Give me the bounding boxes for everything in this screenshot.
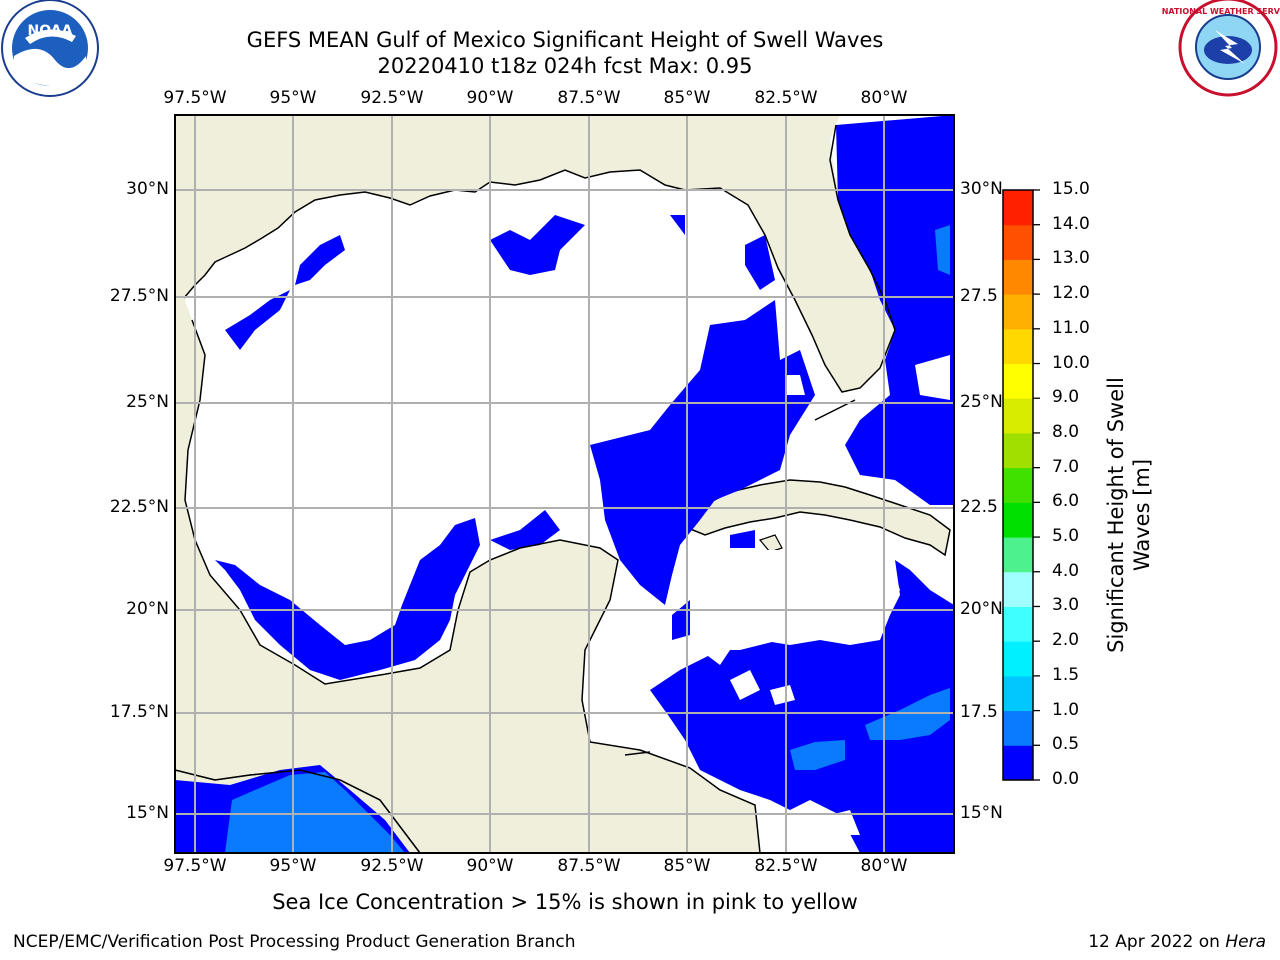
caribbean-islands bbox=[758, 534, 783, 553]
colorbar-label-line2: Waves [m] bbox=[1130, 458, 1154, 572]
lon-tick-bottom: 82.5°W bbox=[754, 856, 818, 876]
noaa-logo-text: NOAA bbox=[28, 23, 73, 39]
lon-tick-bottom: 97.5°W bbox=[163, 856, 227, 876]
colorbar-frame bbox=[1002, 189, 1034, 781]
colorbar-tick-label: 13.0 bbox=[1052, 248, 1090, 269]
colorbar-tick-label: 0.0 bbox=[1052, 769, 1080, 789]
colorbar-segment bbox=[1003, 467, 1033, 503]
colorbar-tick-label: 9.0 bbox=[1052, 387, 1080, 408]
lat-tick-left: 27.5°N bbox=[109, 286, 169, 306]
colorbar-segment bbox=[1003, 190, 1033, 226]
lat-tick-left: 30°N bbox=[126, 179, 169, 199]
coastlines bbox=[175, 124, 896, 853]
colorbar-segment bbox=[1003, 432, 1033, 469]
footer-host: Hera bbox=[1225, 932, 1266, 952]
colorbar-tick-label: 11.0 bbox=[1052, 317, 1090, 338]
lat-tick-right: 22.5 bbox=[960, 497, 998, 517]
colorbar-tick-label: 1.0 bbox=[1052, 699, 1080, 720]
grid-lines bbox=[175, 115, 954, 853]
chart-subtitle: 20220410 t18z 024h fcst Max: 0.95 bbox=[377, 54, 753, 78]
lon-tick-bottom: 80°W bbox=[860, 856, 908, 876]
footer-date-text: 12 Apr 2022 on bbox=[1088, 932, 1220, 952]
lon-tick-top: 85°W bbox=[663, 88, 711, 108]
colorbar-tick-label: 6.0 bbox=[1052, 491, 1080, 512]
lon-tick-top: 95°W bbox=[269, 88, 317, 108]
colorbar-tick-label: 5.0 bbox=[1052, 526, 1080, 547]
colorbar-tick-label: 1.5 bbox=[1052, 664, 1080, 685]
lon-tick-bottom: 87.5°W bbox=[557, 856, 621, 876]
lon-tick-top: 90°W bbox=[466, 88, 514, 108]
cuba-land bbox=[686, 479, 951, 557]
footer-date: 12 Apr 2022 on Hera bbox=[1088, 932, 1266, 952]
colorbar-segment bbox=[1003, 398, 1033, 434]
colorbar-segment bbox=[1003, 745, 1033, 781]
colorbar-segment bbox=[1003, 363, 1033, 399]
lon-tick-top: 80°W bbox=[860, 88, 908, 108]
footer-branch: NCEP/EMC/Verification Post Processing Pr… bbox=[13, 932, 576, 952]
colorbar-label: Significant Height of Swell Waves [m] bbox=[1103, 370, 1155, 660]
swell-calm-holes bbox=[690, 355, 950, 835]
lat-tick-right: 15°N bbox=[960, 803, 1003, 823]
colorbar-segment bbox=[1003, 641, 1033, 677]
colorbar-tick-label: 8.0 bbox=[1052, 421, 1080, 442]
lat-tick-right: 30°N bbox=[960, 179, 1003, 199]
colorbar-segment bbox=[1003, 675, 1033, 712]
lat-tick-left: 25°N bbox=[126, 392, 169, 412]
colorbar-tick-label: 3.0 bbox=[1052, 595, 1080, 616]
colorbar-tick-label: 12.0 bbox=[1052, 283, 1090, 304]
colorbar-tick-label: 7.0 bbox=[1052, 456, 1080, 477]
lat-tick-left: 22.5°N bbox=[109, 497, 169, 517]
nws-logo-text: NATIONAL WEATHER SERVICE bbox=[1162, 7, 1280, 16]
lon-tick-bottom: 85°W bbox=[663, 856, 711, 876]
chart-title: GEFS MEAN Gulf of Mexico Significant Hei… bbox=[246, 28, 884, 52]
colorbar-segment bbox=[1003, 571, 1033, 607]
lon-tick-top: 87.5°W bbox=[557, 88, 621, 108]
colorbar-segment bbox=[1003, 502, 1033, 538]
nws-logo: NATIONAL WEATHER SERVICE bbox=[1162, 0, 1280, 97]
lat-tick-right: 27.5 bbox=[960, 286, 998, 306]
colorbar-tick-label: 4.0 bbox=[1052, 560, 1080, 581]
lat-tick-right: 20°N bbox=[960, 599, 1003, 619]
colorbar-segment bbox=[1003, 537, 1033, 573]
lon-tick-bottom: 95°W bbox=[269, 856, 317, 876]
lat-tick-right: 17.5 bbox=[960, 702, 998, 722]
lat-tick-left: 17.5°N bbox=[109, 702, 169, 722]
colorbar-tick-label: 15.0 bbox=[1052, 179, 1090, 199]
lat-tick-left: 15°N bbox=[126, 803, 169, 823]
lon-tick-bottom: 92.5°W bbox=[360, 856, 424, 876]
lon-tick-top: 92.5°W bbox=[360, 88, 424, 108]
sea-ice-note: Sea Ice Concentration > 15% is shown in … bbox=[272, 890, 858, 914]
colorbar-segment bbox=[1003, 259, 1033, 295]
colorbar-label-line1: Significant Height of Swell bbox=[1104, 377, 1128, 653]
colorbar-tick-label: 14.0 bbox=[1052, 213, 1090, 234]
colorbar bbox=[1003, 189, 1040, 781]
colorbar-segment bbox=[1003, 606, 1033, 642]
colorbar-segment bbox=[1003, 710, 1033, 746]
noaa-logo: NOAA bbox=[1, 0, 99, 97]
lon-tick-bottom: 90°W bbox=[466, 856, 514, 876]
colorbar-segment bbox=[1003, 224, 1033, 260]
colorbar-tick-label: 0.5 bbox=[1052, 734, 1080, 755]
lat-tick-right: 25°N bbox=[960, 392, 1003, 412]
colorbar-tick-label: 2.0 bbox=[1052, 630, 1080, 651]
lon-tick-top: 82.5°W bbox=[754, 88, 818, 108]
colorbar-segment bbox=[1003, 328, 1033, 365]
colorbar-tick-label: 10.0 bbox=[1052, 352, 1090, 373]
lat-tick-left: 20°N bbox=[126, 599, 169, 619]
map-area bbox=[175, 115, 954, 853]
lon-tick-top: 97.5°W bbox=[163, 88, 227, 108]
map-frame bbox=[174, 114, 955, 854]
colorbar-segment bbox=[1003, 294, 1033, 330]
